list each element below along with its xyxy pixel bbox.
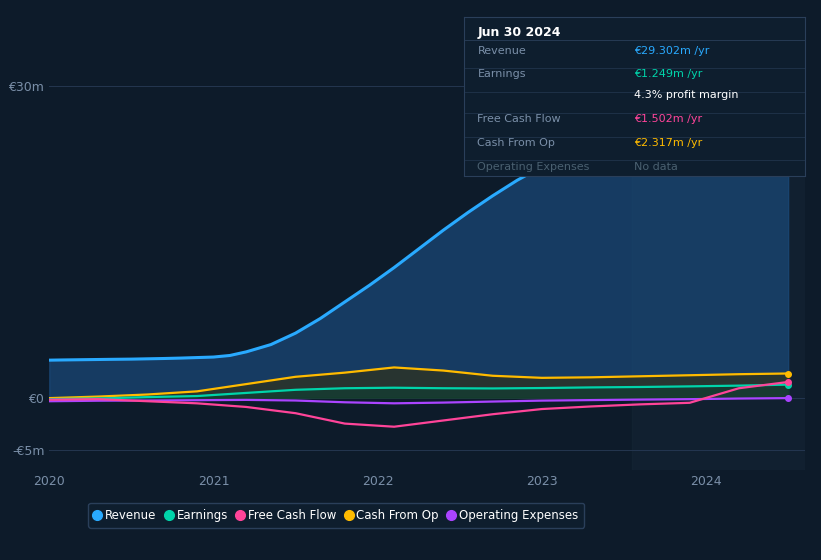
Text: Jun 30 2024: Jun 30 2024 [478, 26, 561, 39]
Bar [632, 34, 805, 470]
Text: Free Cash Flow: Free Cash Flow [478, 114, 561, 124]
Text: €1.249m /yr: €1.249m /yr [635, 69, 703, 80]
Text: Revenue: Revenue [478, 45, 526, 55]
Text: No data: No data [635, 162, 678, 172]
Text: €1.502m /yr: €1.502m /yr [635, 114, 702, 124]
Text: Operating Expenses: Operating Expenses [478, 162, 589, 172]
Text: €29.302m /yr: €29.302m /yr [635, 45, 709, 55]
Legend: Revenue, Earnings, Free Cash Flow, Cash From Op, Operating Expenses: Revenue, Earnings, Free Cash Flow, Cash … [89, 503, 584, 528]
Text: Cash From Op: Cash From Op [478, 138, 555, 148]
Text: €2.317m /yr: €2.317m /yr [635, 138, 703, 148]
Text: 4.3% profit margin: 4.3% profit margin [635, 90, 739, 100]
Text: Earnings: Earnings [478, 69, 526, 80]
